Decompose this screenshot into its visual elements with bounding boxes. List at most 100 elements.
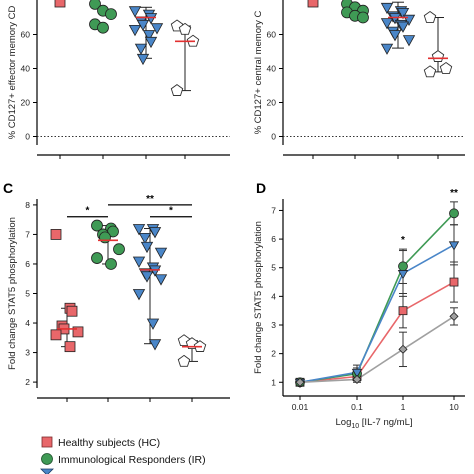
data-point — [144, 13, 158, 25]
data-point — [154, 274, 168, 286]
data-point — [140, 271, 154, 283]
y-tick-label: 5 — [271, 263, 276, 273]
series-point — [398, 306, 408, 316]
legend-marker-partial — [40, 468, 54, 474]
data-point — [64, 341, 76, 353]
legend-label-hc: Healthy subjects (HC) — [58, 437, 160, 449]
x-tick-label: 0.1 — [351, 402, 363, 412]
data-point — [431, 50, 445, 62]
data-point — [138, 232, 152, 245]
y-tick-label: 40 — [267, 64, 277, 74]
x-tick-label: 10 — [449, 402, 459, 412]
series-line — [299, 281, 455, 384]
data-point — [148, 265, 162, 277]
y-tick-label: 2 — [25, 377, 30, 387]
data-point — [128, 6, 142, 18]
data-point — [402, 35, 416, 47]
series-point — [398, 261, 408, 272]
data-point — [142, 30, 156, 42]
x-tick-label: 0.01 — [292, 402, 309, 412]
y-tick-label: 8 — [25, 200, 30, 210]
significance-label: * — [86, 206, 90, 217]
data-point — [144, 36, 158, 49]
data-point — [423, 10, 437, 23]
series-point — [449, 311, 459, 321]
y-axis-label: Fold change STAT5 phosphorylation — [7, 217, 18, 370]
data-point — [132, 289, 146, 301]
y-tick-label: 0 — [271, 132, 276, 142]
data-point — [178, 22, 192, 35]
data-point — [128, 24, 142, 37]
y-tick-label: 3 — [25, 348, 30, 358]
data-point — [91, 219, 103, 232]
series-point — [449, 277, 459, 287]
significance-label: * — [401, 235, 405, 246]
data-point — [66, 305, 78, 317]
legend-label-ir: Immunological Responders (IR) — [58, 454, 206, 466]
series-point — [448, 241, 460, 251]
panel-letter: C — [3, 180, 13, 196]
data-point — [97, 21, 109, 34]
legend-marker-ir — [41, 453, 53, 465]
y-tick-label: 6 — [271, 234, 276, 244]
data-point — [154, 247, 168, 259]
series-line — [299, 315, 455, 384]
y-axis-label: % CD127+ central memory C — [253, 10, 264, 134]
series-point — [295, 377, 305, 387]
data-point — [148, 227, 162, 239]
y-tick-label: 1 — [271, 377, 276, 387]
data-point — [146, 318, 160, 330]
data-point — [307, 0, 319, 8]
y-tick-label: 60 — [267, 30, 277, 40]
series-line — [299, 212, 455, 384]
series-point — [351, 368, 363, 379]
y-tick-label: 60 — [21, 30, 31, 40]
x-tick-label: 1 — [401, 402, 406, 412]
panel-a-effector-memory: 0 20 40 60% CD127+ effector memory CD — [7, 0, 230, 159]
series-point — [398, 344, 408, 354]
y-tick-label: 40 — [21, 64, 31, 74]
data-point — [170, 84, 184, 96]
data-point — [134, 43, 148, 55]
legend: Healthy subjects (HC) Immunological Resp… — [40, 436, 206, 474]
data-point — [148, 339, 162, 351]
panel-letter: D — [256, 180, 266, 196]
data-point — [54, 0, 66, 8]
y-axis-label: % CD127+ effector memory CD — [7, 6, 18, 140]
data-point — [72, 326, 84, 338]
data-point — [380, 43, 394, 55]
panel-b-central-memory: 0 20 40 60% CD127+ central memory C — [253, 0, 465, 159]
data-point — [357, 11, 369, 24]
y-tick-label: 20 — [267, 98, 277, 108]
y-tick-label: 7 — [271, 205, 276, 215]
data-point — [132, 224, 146, 236]
y-tick-label: 6 — [25, 259, 30, 269]
significance-label: * — [169, 206, 173, 217]
y-tick-label: 0 — [25, 132, 30, 142]
y-tick-label: 2 — [271, 349, 276, 359]
data-point — [423, 65, 437, 78]
data-point — [140, 241, 154, 254]
series-point — [449, 208, 459, 219]
series-line — [299, 244, 455, 384]
data-point — [91, 252, 103, 264]
data-point — [177, 354, 191, 367]
data-point — [380, 2, 394, 15]
panel-c-stat5-by-group: 2 3 4 5 6 7 8 Fold change STAT5 phosphorylation… — [3, 180, 230, 402]
series-point — [352, 374, 362, 384]
data-point — [136, 53, 150, 66]
data-point — [396, 21, 410, 33]
y-tick-label: 4 — [25, 318, 30, 328]
data-point — [380, 18, 394, 30]
data-point — [113, 243, 125, 256]
data-point — [89, 0, 101, 10]
x-axis-label: Log10 [IL-7 ng/mL] — [336, 417, 413, 430]
significance-label: ** — [146, 194, 154, 205]
data-point — [105, 258, 117, 270]
series-point — [397, 270, 409, 280]
data-point — [50, 229, 62, 240]
y-tick-label: 5 — [25, 289, 30, 299]
data-point — [50, 329, 62, 341]
y-tick-label: 3 — [271, 320, 276, 330]
